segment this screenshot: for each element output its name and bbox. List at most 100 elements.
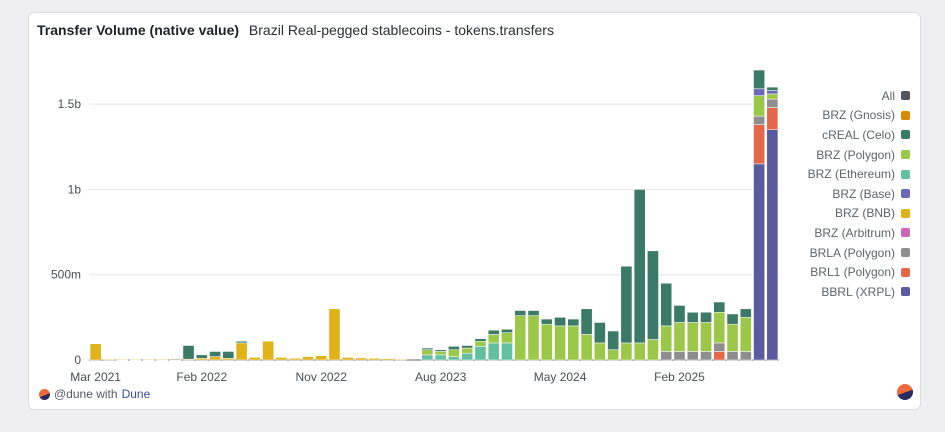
footer-prefix: @dune with	[54, 387, 118, 401]
bar-segment	[713, 342, 726, 352]
bar-segment	[753, 88, 765, 96]
bar-segment	[448, 356, 460, 361]
legend-label: BRZ (Gnosis)	[822, 108, 895, 123]
legend-item[interactable]: BRL1 (Polygon)	[808, 262, 910, 282]
bar-segment	[580, 308, 593, 335]
bar-segment	[395, 358, 407, 361]
bar-segment	[235, 340, 248, 344]
bar-segment	[249, 357, 261, 361]
bar-segment	[103, 358, 115, 361]
legend-item[interactable]: BRZ (BNB)	[808, 204, 910, 224]
chart-card: Transfer Volume (native value) Brazil Re…	[28, 12, 921, 410]
bar-segment	[474, 338, 487, 342]
bar-segment	[129, 359, 142, 361]
legend-label: BRZ (Arbitrum)	[814, 225, 895, 240]
bar-segment	[673, 305, 686, 323]
bar-segment	[700, 322, 712, 352]
legend-swatch	[901, 130, 910, 140]
bar-segment	[753, 124, 765, 165]
legend-item[interactable]: cREAL (Celo)	[808, 125, 910, 145]
legend-label: BRZ (Polygon)	[816, 147, 895, 162]
bar-segment	[156, 359, 168, 361]
legend-item[interactable]: BRLA (Polygon)	[808, 243, 910, 263]
y-tick-label: 500m	[51, 268, 81, 282]
legend-swatch	[901, 228, 910, 238]
legend-swatch	[901, 169, 910, 179]
bar-segment	[527, 310, 540, 316]
bar-segment	[302, 356, 314, 361]
bar-segment	[89, 343, 102, 361]
x-tick-label: Nov 2022	[296, 370, 348, 384]
legend-label: BRL1 (Polygon)	[810, 265, 895, 280]
bar-segment	[341, 357, 354, 361]
bar-segment	[421, 349, 434, 356]
bar-segment	[607, 330, 619, 351]
bar-segment	[288, 358, 301, 361]
legend-item[interactable]: BRZ (Base)	[808, 184, 910, 204]
legend-swatch	[901, 189, 910, 199]
bar-segment	[633, 342, 646, 361]
bar-segment	[673, 351, 686, 361]
bar-segment	[540, 318, 553, 325]
legend-swatch	[901, 110, 910, 120]
bar-segment	[182, 345, 195, 360]
bar-segment	[209, 351, 221, 357]
bar-segment	[195, 358, 208, 361]
bar-segment	[766, 129, 779, 361]
bar-segment	[554, 325, 566, 361]
bar-segment	[235, 342, 248, 361]
chart-legend: All BRZ (Gnosis) cREAL (Celo) BRZ (Polygon)…	[808, 86, 910, 302]
bar-segment	[487, 329, 500, 335]
bar-segment	[527, 315, 540, 361]
legend-item[interactable]: BRZ (Ethereum)	[808, 164, 910, 184]
bar-segment	[673, 322, 686, 352]
bar-segment	[434, 354, 447, 361]
bar-segment	[740, 351, 752, 361]
bar-segment	[554, 317, 566, 327]
dune-corner-logo-icon[interactable]	[897, 384, 913, 400]
bar-segment	[594, 342, 606, 361]
y-tick-label: 1b	[68, 182, 82, 196]
bar-segment	[514, 310, 527, 316]
bar-segment	[487, 334, 500, 344]
bar-segment	[262, 340, 274, 361]
bar-segment	[620, 265, 633, 344]
bar-segment	[355, 357, 367, 361]
bar-segment	[753, 95, 765, 117]
bar-segment	[726, 351, 739, 361]
dune-link[interactable]: Dune	[121, 387, 151, 401]
bar-segment	[381, 358, 394, 361]
bar-segment	[753, 69, 765, 90]
chart-header: Transfer Volume (native value) Brazil Re…	[37, 22, 554, 38]
bar-segment	[766, 86, 779, 91]
legend-item[interactable]: All	[808, 86, 910, 106]
bar-segment	[434, 351, 447, 356]
x-tick-label: May 2024	[534, 370, 587, 384]
bar-segment	[142, 359, 155, 361]
bar-segment	[567, 318, 580, 327]
bar-segment	[713, 351, 726, 361]
legend-item[interactable]: BRZ (Arbitrum)	[808, 223, 910, 243]
bar-segment	[368, 358, 381, 361]
bar-segment	[434, 349, 447, 352]
bar-segment	[328, 308, 341, 361]
bar-segment	[753, 163, 765, 361]
legend-item[interactable]: BRZ (Gnosis)	[808, 106, 910, 126]
dune-logo-icon	[39, 388, 50, 400]
legend-item[interactable]: BBRL (XRPL)	[808, 282, 910, 302]
bar-segment	[448, 349, 460, 357]
footer-attribution: @dune with Dune	[39, 387, 150, 401]
stacked-bar-chart: 0 500m 1b 1.5b Mar 2021 Feb 2022 Nov 2022 Aug 2…	[51, 69, 779, 384]
legend-item[interactable]: BRZ (Polygon)	[808, 145, 910, 165]
bar-segment	[594, 322, 606, 344]
bar-segment	[501, 332, 513, 344]
bar-segment	[713, 301, 726, 313]
legend-label: BRZ (Base)	[832, 186, 895, 201]
bar-segment	[766, 90, 779, 95]
bar-segment	[740, 308, 752, 318]
legend-swatch	[901, 91, 910, 101]
bar-segment	[726, 323, 739, 352]
legend-label: BRLA (Polygon)	[809, 245, 895, 260]
x-tick-label: Mar 2021	[70, 370, 121, 384]
y-tick-label: 1.5b	[58, 97, 82, 111]
